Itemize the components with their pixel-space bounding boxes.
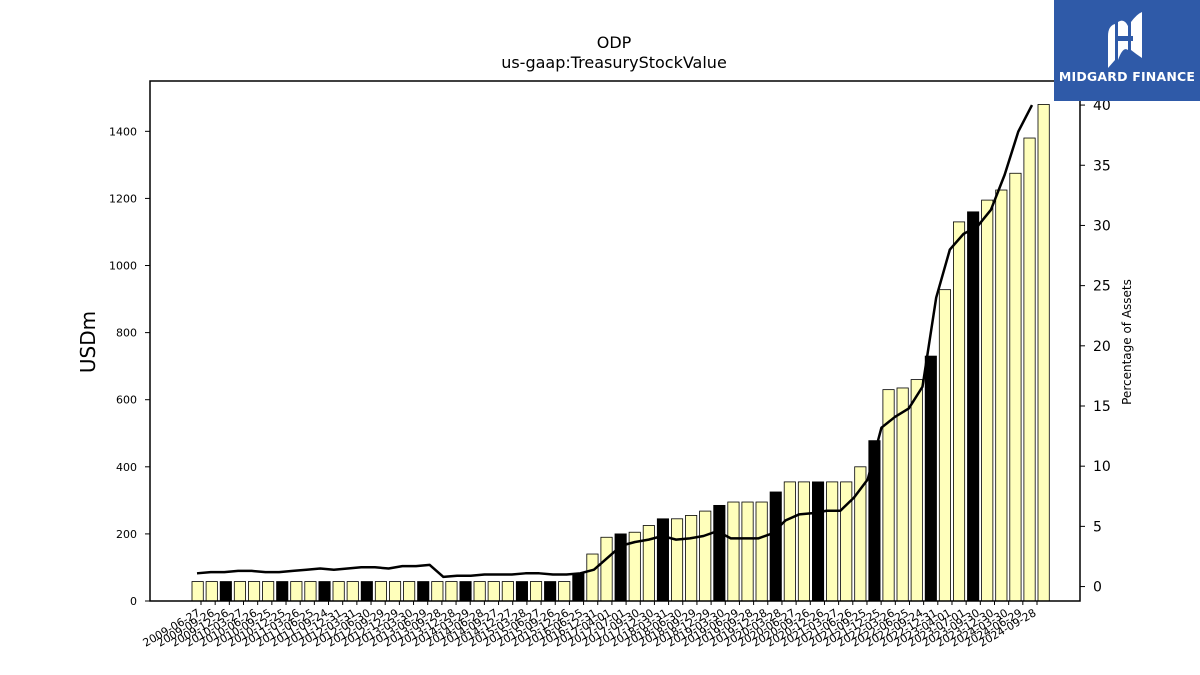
bar <box>910 379 923 602</box>
bar <box>896 387 909 602</box>
bar <box>812 481 825 602</box>
bar <box>572 573 585 602</box>
bar <box>1009 172 1022 602</box>
y2-tick-label: 5 <box>1093 519 1102 535</box>
bar <box>953 221 966 602</box>
bar <box>388 581 402 602</box>
bar <box>741 501 754 602</box>
bar <box>262 581 275 602</box>
bar <box>360 581 373 602</box>
bar <box>233 581 246 602</box>
bar <box>417 581 430 602</box>
y-axis-label: USDm <box>76 311 100 373</box>
y-tick-label: 600 <box>116 394 137 407</box>
y2-tick-label: 15 <box>1093 399 1111 415</box>
y-tick-label: 1000 <box>109 260 137 273</box>
bar <box>219 581 232 602</box>
bar <box>1037 104 1050 602</box>
bar <box>346 581 359 602</box>
bar-series <box>191 104 1050 602</box>
bar <box>938 289 951 602</box>
bar <box>727 501 740 602</box>
bar <box>191 581 204 602</box>
y-tick-label: 400 <box>116 461 137 474</box>
bar <box>699 510 712 602</box>
bar <box>431 581 444 602</box>
bar <box>783 481 796 602</box>
y2-tick-label: 30 <box>1093 218 1111 234</box>
bar <box>544 581 557 602</box>
bar <box>318 581 331 602</box>
bar <box>981 199 994 602</box>
bar <box>685 515 698 602</box>
y-tick-label: 1400 <box>109 125 137 138</box>
bar <box>304 581 317 602</box>
bar <box>769 491 782 602</box>
bar <box>826 481 839 602</box>
bar <box>374 581 387 602</box>
bar <box>515 581 528 602</box>
bar <box>332 581 345 602</box>
y2-tick-label: 10 <box>1093 459 1111 475</box>
bar <box>558 581 571 602</box>
bar <box>205 581 218 602</box>
bar <box>586 553 599 602</box>
bar <box>797 481 810 602</box>
y-tick-label: 0 <box>130 595 137 608</box>
bar <box>290 581 303 602</box>
y2-tick-label: 40 <box>1093 98 1111 114</box>
bar <box>487 581 500 602</box>
midgard-logo-mark-icon <box>1108 12 1142 68</box>
bar <box>530 581 543 602</box>
y-tick-label: 1200 <box>109 192 137 205</box>
y2-tick-label: 0 <box>1093 580 1102 596</box>
axes: 0 200 400 600 800 1000 1200 1400 0 5 10 15 20 25 30 35 4… <box>109 80 1111 650</box>
bar <box>995 189 1008 602</box>
bar <box>276 581 289 602</box>
bar <box>473 581 486 602</box>
y-tick-label: 800 <box>116 327 137 340</box>
y2-tick-label: 25 <box>1093 279 1111 295</box>
bar <box>1023 137 1036 602</box>
y2-axis-label: Percentage of Assets <box>1120 279 1134 405</box>
bar <box>755 501 768 602</box>
y-tick-label: 200 <box>116 528 137 541</box>
midgard-finance-logo: MIDGARD FINANCE <box>1054 0 1200 101</box>
bar <box>600 536 613 602</box>
bar <box>656 518 669 602</box>
bar <box>671 518 684 602</box>
y2-tick-label: 35 <box>1093 158 1111 174</box>
bar <box>924 355 937 602</box>
plot-frame <box>149 80 1081 602</box>
y2-tick-label: 20 <box>1093 339 1111 355</box>
bar <box>501 581 514 602</box>
bar <box>445 581 458 602</box>
bar <box>459 581 472 602</box>
bar <box>642 525 655 602</box>
logo-text: MIDGARD FINANCE <box>1058 69 1196 84</box>
bar <box>967 211 980 602</box>
bar <box>854 466 867 602</box>
bar <box>403 581 416 602</box>
percentage-line-series <box>196 104 1034 579</box>
chart-subtitle: us-gaap:TreasuryStockValue <box>501 53 727 72</box>
bar <box>247 581 261 602</box>
bar <box>713 504 726 602</box>
chart-title: ODP <box>597 33 632 52</box>
percentage-line <box>196 104 1034 579</box>
